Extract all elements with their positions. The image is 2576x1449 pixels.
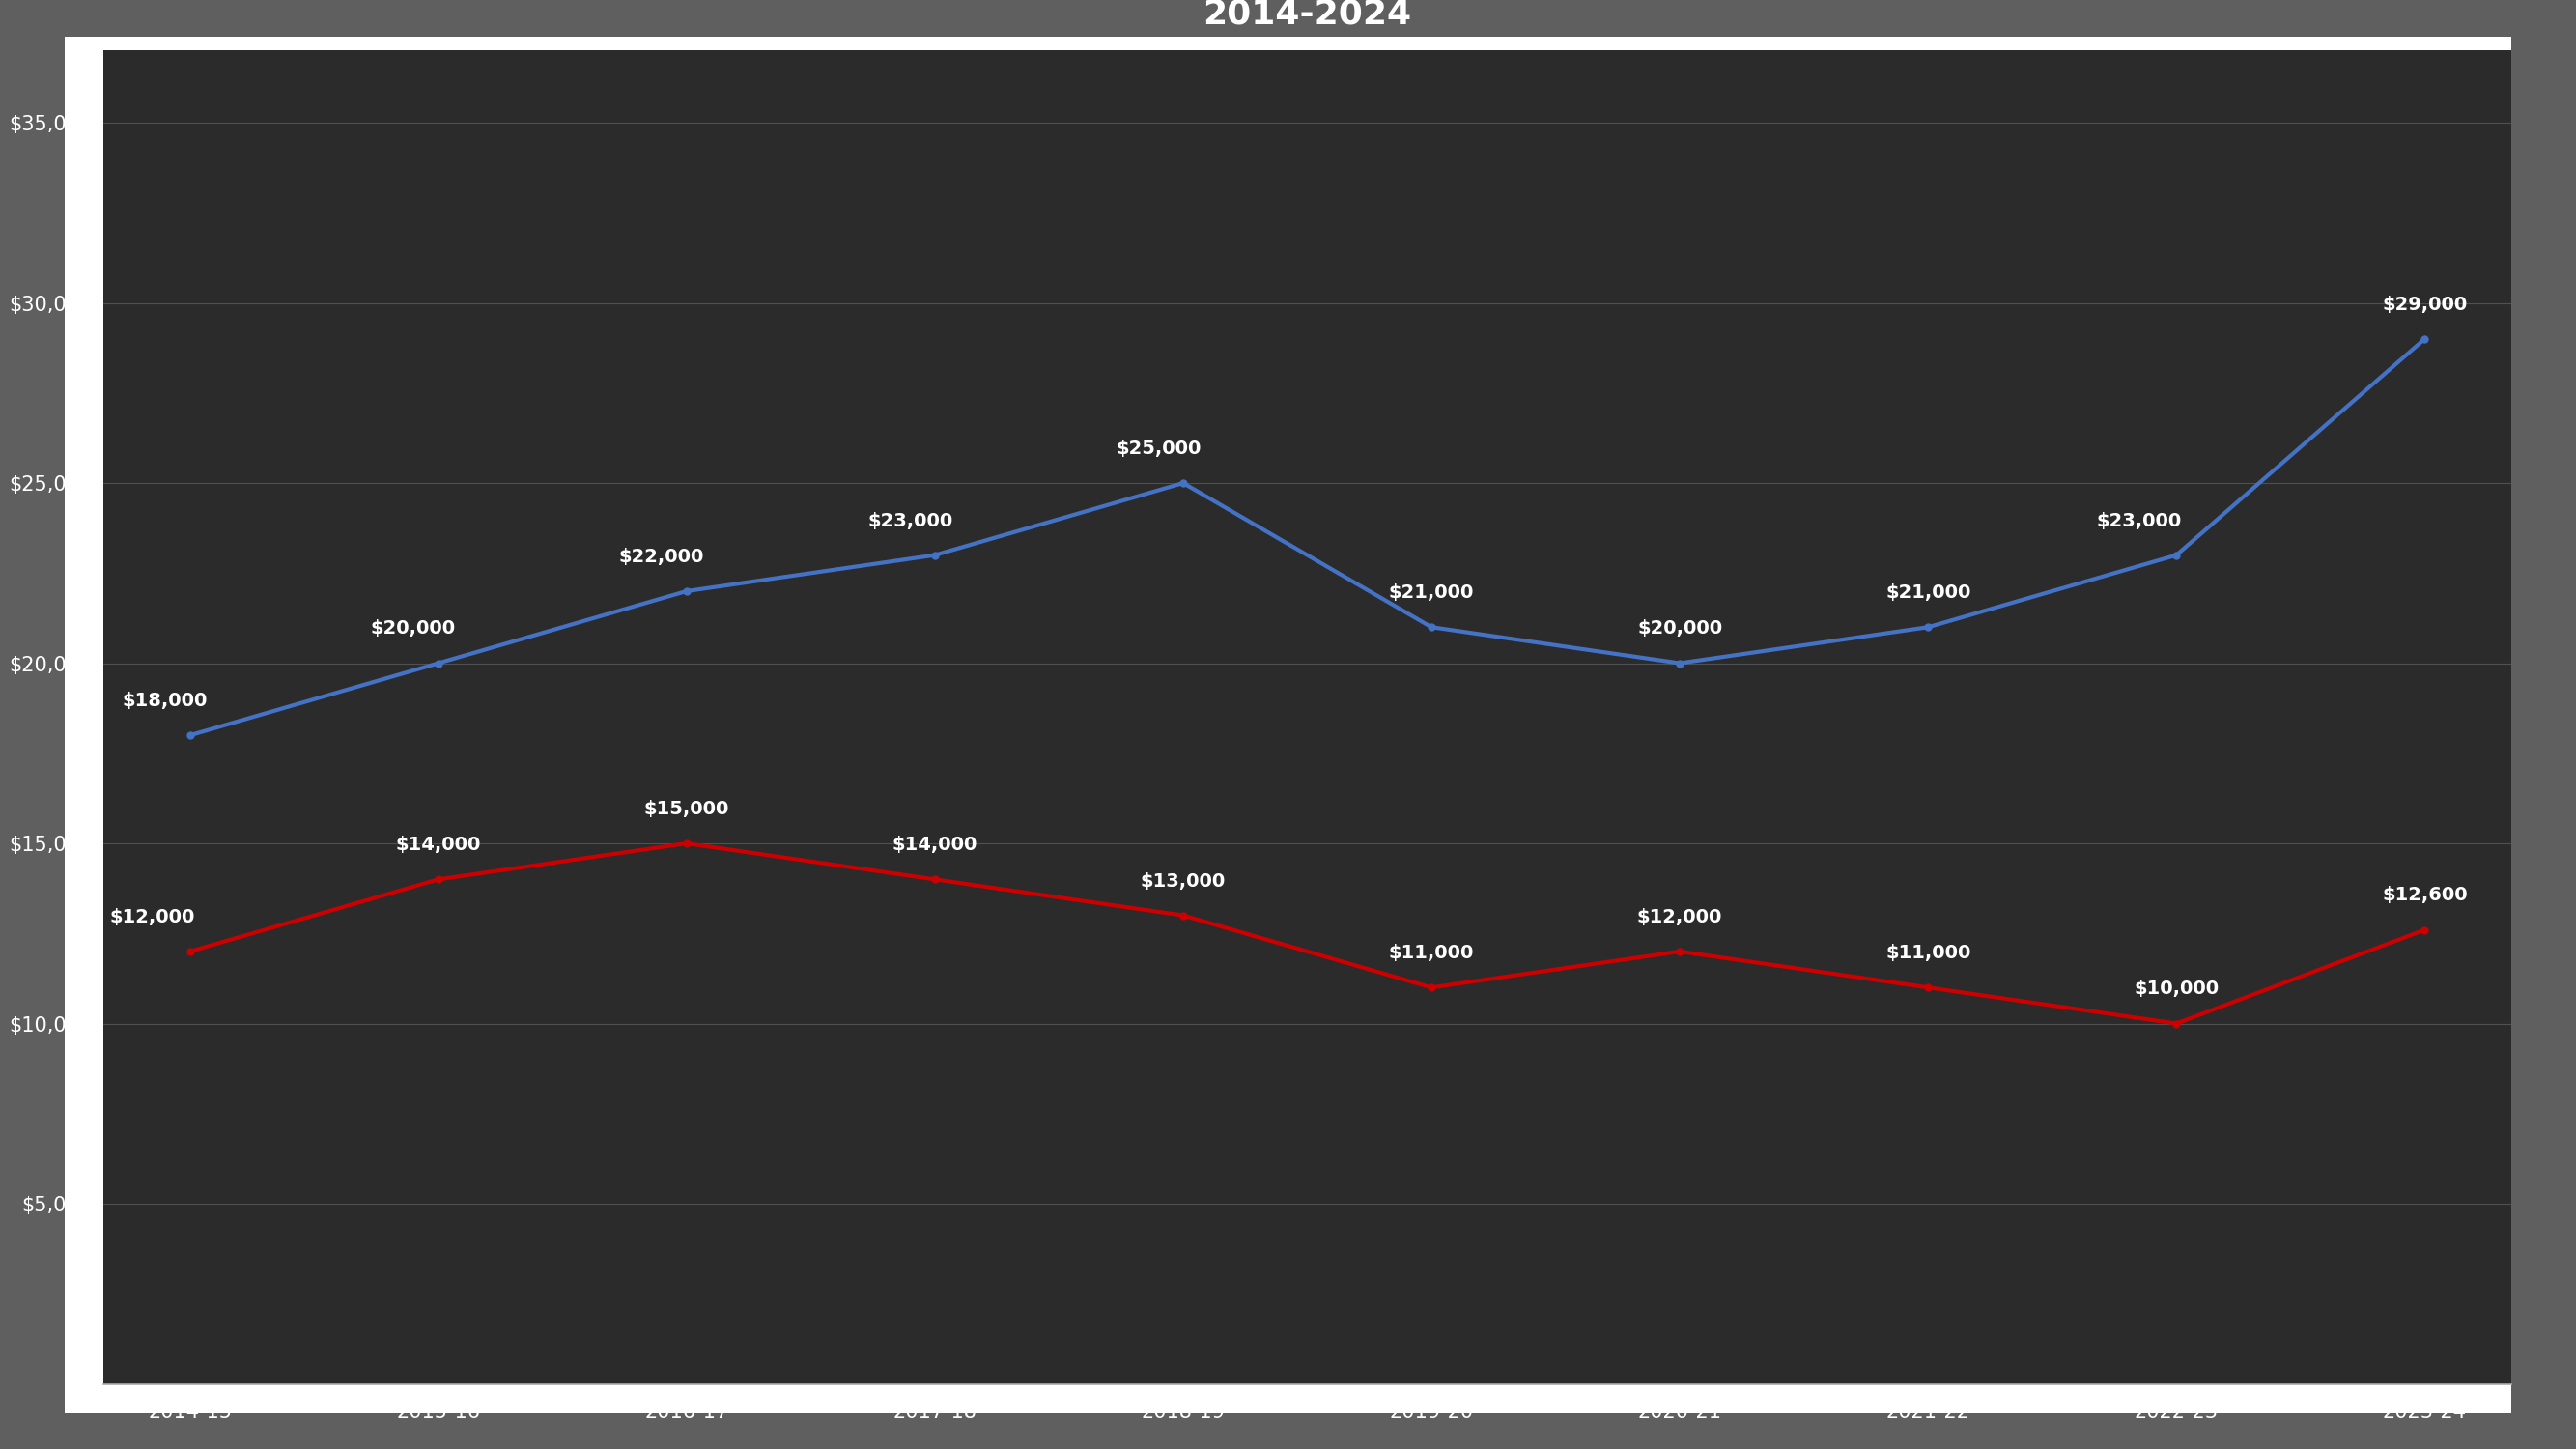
Revenue	[672, 582, 703, 600]
Revenue	[2409, 330, 2439, 348]
Expenses	[422, 871, 453, 888]
Line: Expenses: Expenses	[185, 840, 2429, 1027]
Expenses	[1664, 943, 1695, 961]
Text: $14,000: $14,000	[891, 836, 976, 853]
Text: $15,000: $15,000	[644, 800, 729, 819]
Text: $23,000: $23,000	[868, 511, 953, 530]
Text: $12,000: $12,000	[1638, 909, 1723, 926]
Text: $29,000: $29,000	[2383, 296, 2468, 314]
Text: $18,000: $18,000	[124, 691, 209, 710]
Text: $14,000: $14,000	[397, 836, 482, 853]
Revenue	[1664, 655, 1695, 672]
Text: $20,000: $20,000	[371, 620, 456, 638]
Expenses	[1911, 978, 1942, 995]
Expenses	[2161, 1014, 2192, 1032]
Revenue	[2161, 546, 2192, 564]
Text: $25,000: $25,000	[1115, 439, 1200, 458]
Line: Revenue: Revenue	[185, 336, 2429, 739]
Text: $13,000: $13,000	[1141, 872, 1226, 890]
Revenue	[1417, 619, 1448, 636]
Text: $11,000: $11,000	[1886, 943, 1971, 962]
Expenses	[672, 835, 703, 852]
Text: $12,600: $12,600	[2383, 887, 2468, 904]
Expenses	[920, 871, 951, 888]
Revenue	[1167, 474, 1198, 491]
Revenue	[175, 726, 206, 743]
Expenses	[175, 943, 206, 961]
Text: $12,000: $12,000	[111, 909, 196, 926]
Text: $11,000: $11,000	[1388, 943, 1473, 962]
Expenses	[1167, 907, 1198, 924]
Text: $23,000: $23,000	[2097, 511, 2182, 530]
Revenue	[1911, 619, 1942, 636]
Text: $21,000: $21,000	[1886, 584, 1971, 601]
Text: $10,000: $10,000	[2133, 980, 2218, 998]
Text: $22,000: $22,000	[618, 548, 703, 567]
Title: Revenue vs Expenses
2014-2024: Revenue vs Expenses 2014-2024	[1095, 0, 1520, 30]
Text: $20,000: $20,000	[1638, 620, 1723, 638]
Text: $21,000: $21,000	[1388, 584, 1473, 601]
Revenue	[920, 546, 951, 564]
Expenses	[1417, 978, 1448, 995]
Expenses	[2409, 922, 2439, 939]
Revenue	[422, 655, 453, 672]
